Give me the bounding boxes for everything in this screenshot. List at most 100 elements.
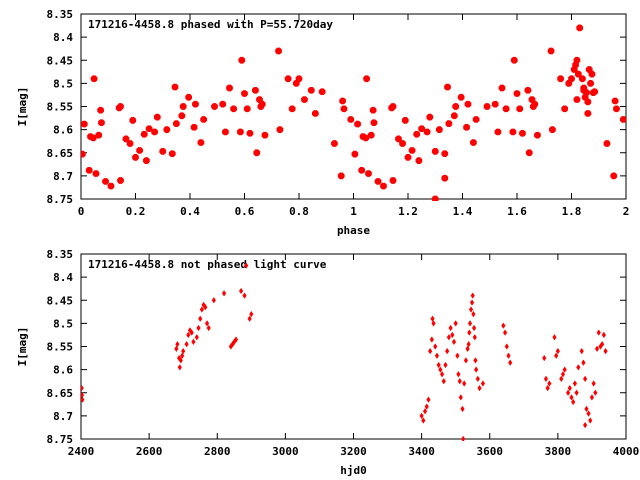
data-point [560,370,566,378]
data-point [129,117,137,124]
data-point [448,324,453,332]
data-point [583,89,590,96]
data-point [241,90,248,97]
data-point [395,135,402,143]
data-point [242,292,247,299]
data-point [600,340,605,348]
data-point [494,128,502,136]
data-point [295,75,303,83]
y-tick-label: 8.75 [47,433,74,446]
data-point [601,331,606,339]
x-tick-label: 1.4 [453,205,473,218]
data-point [206,324,211,332]
data-point [477,384,482,392]
data-point [222,128,229,136]
data-point [491,100,499,108]
data-point [510,56,518,64]
y-tick-label: 8.5 [53,77,73,90]
x-tick-label: 0.4 [180,205,200,218]
data-point [561,105,569,113]
data-point [431,320,436,327]
y-tick-label: 8.7 [53,410,73,423]
data-point [430,315,435,323]
data-point [445,347,450,355]
data-point [509,128,517,136]
data-point [258,100,266,108]
data-point [472,333,477,341]
data-point [389,103,397,110]
data-point [399,140,406,147]
data-point [542,354,547,362]
data-point [418,125,425,133]
data-point [619,116,626,123]
data-series [81,262,608,441]
data-point [275,47,282,55]
data-point [584,110,592,117]
data-point [126,140,134,147]
data-point [498,84,506,92]
data-point [545,384,550,392]
data-point [431,148,439,155]
data-point [163,126,171,133]
data-point [452,103,460,110]
data-point [191,338,196,346]
data-point [367,131,375,139]
data-point [140,130,148,138]
data-point [458,394,463,401]
data-point [203,303,208,311]
data-point [90,75,98,83]
data-point [117,177,124,184]
data-point [463,123,470,131]
data-point [464,100,472,108]
data-point [466,340,471,348]
data-point [439,370,445,378]
data-point [613,105,620,113]
data-point [311,110,319,117]
data-point [596,329,601,336]
data-point [351,150,359,158]
data-point [587,80,594,87]
data-point [467,320,473,327]
data-point [474,366,479,373]
data-point [610,172,618,180]
data-point [473,357,478,364]
data-point [589,89,597,96]
data-point [426,113,434,121]
data-point [230,105,237,113]
data-point [97,106,104,114]
data-point [389,177,397,184]
x-tick-label: 3200 [340,445,367,458]
data-point [192,100,199,108]
data-point [98,119,105,127]
data-point [81,384,84,392]
data-point [584,405,589,413]
data-point [450,331,455,339]
data-point [136,147,143,154]
data-point [122,135,130,143]
y-tick-label: 8.45 [47,54,74,67]
data-point [431,195,439,201]
data-point [547,380,552,387]
y-tick-label: 8.55 [47,341,74,354]
data-point [483,103,491,110]
data-point [178,112,186,120]
data-point [186,331,191,339]
data-point [433,343,438,350]
data-point [184,340,189,348]
data-point [143,157,150,164]
data-point [525,149,533,157]
data-point [261,131,269,139]
data-point [472,116,480,123]
data-point [179,103,187,110]
data-point [468,306,474,313]
data-point [301,96,308,103]
data-point [584,98,592,106]
data-point [337,172,345,180]
data-point [401,117,409,124]
data-point [603,347,608,355]
y-tick-label: 8.4 [53,271,73,284]
data-point [380,182,387,190]
data-point [555,347,560,355]
data-point [95,131,103,139]
data-point [318,88,326,96]
